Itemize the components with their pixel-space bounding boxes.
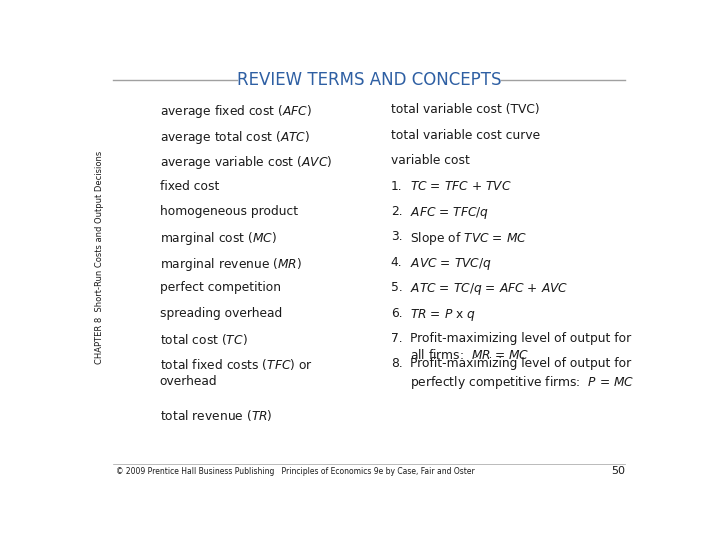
Text: 7.: 7. xyxy=(391,332,402,345)
Text: total cost ($\it{TC}$): total cost ($\it{TC}$) xyxy=(160,332,248,347)
Text: marginal cost ($\it{MC}$): marginal cost ($\it{MC}$) xyxy=(160,231,277,247)
Text: fixed cost: fixed cost xyxy=(160,179,219,193)
Text: variable cost: variable cost xyxy=(391,154,469,167)
Text: CHAPTER 8  Short-Run Costs and Output Decisions: CHAPTER 8 Short-Run Costs and Output Dec… xyxy=(95,151,104,364)
Text: total revenue ($\it{TR}$): total revenue ($\it{TR}$) xyxy=(160,408,272,423)
Text: Profit-maximizing level of output for
all firms:  $\it{MR}$ = $\it{MC}$: Profit-maximizing level of output for al… xyxy=(410,332,631,362)
Text: perfect competition: perfect competition xyxy=(160,281,281,294)
Text: total variable cost (TVC): total variable cost (TVC) xyxy=(391,103,539,116)
Text: © 2009 Prentice Hall Business Publishing   Principles of Economics 9e by Case, F: © 2009 Prentice Hall Business Publishing… xyxy=(116,467,474,476)
Text: 50: 50 xyxy=(611,467,625,476)
Text: $\it{TC}$ = $\it{TFC}$ + $\it{TVC}$: $\it{TC}$ = $\it{TFC}$ + $\it{TVC}$ xyxy=(410,179,512,193)
Text: homogeneous product: homogeneous product xyxy=(160,205,298,218)
Text: marginal revenue ($\it{MR}$): marginal revenue ($\it{MR}$) xyxy=(160,256,302,273)
Text: 3.: 3. xyxy=(391,231,402,244)
Text: $\it{AFC}$ = $\it{TFC/q}$: $\it{AFC}$ = $\it{TFC/q}$ xyxy=(410,205,490,221)
Text: $\it{ATC}$ = $\it{TC/q}$ = $\it{AFC}$ + $\it{AVC}$: $\it{ATC}$ = $\it{TC/q}$ = $\it{AFC}$ + … xyxy=(410,281,569,297)
Text: 2.: 2. xyxy=(391,205,402,218)
Text: $\it{TR}$ = $\it{P}$ x $\it{q}$: $\it{TR}$ = $\it{P}$ x $\it{q}$ xyxy=(410,307,476,322)
Text: spreading overhead: spreading overhead xyxy=(160,307,282,320)
Text: average fixed cost ($\it{AFC}$): average fixed cost ($\it{AFC}$) xyxy=(160,103,312,120)
Text: 8.: 8. xyxy=(391,357,402,370)
Text: 1.: 1. xyxy=(391,179,402,193)
Text: $\it{AVC}$ = $\it{TVC/q}$: $\it{AVC}$ = $\it{TVC/q}$ xyxy=(410,256,492,272)
Text: 4.: 4. xyxy=(391,256,402,269)
Text: average total cost ($\it{ATC}$): average total cost ($\it{ATC}$) xyxy=(160,129,310,146)
Text: total fixed costs ($\it{TFC}$) or
overhead: total fixed costs ($\it{TFC}$) or overhe… xyxy=(160,357,312,388)
Text: average variable cost ($\it{AVC}$): average variable cost ($\it{AVC}$) xyxy=(160,154,332,171)
Text: Profit-maximizing level of output for
perfectly competitive firms:  $\it{P}$ = $: Profit-maximizing level of output for pe… xyxy=(410,357,634,391)
Text: total variable cost curve: total variable cost curve xyxy=(391,129,540,141)
Text: Slope of $\it{TVC}$ = $\it{MC}$: Slope of $\it{TVC}$ = $\it{MC}$ xyxy=(410,231,527,247)
Text: 6.: 6. xyxy=(391,307,402,320)
Text: REVIEW TERMS AND CONCEPTS: REVIEW TERMS AND CONCEPTS xyxy=(237,71,501,89)
Text: 5.: 5. xyxy=(391,281,402,294)
